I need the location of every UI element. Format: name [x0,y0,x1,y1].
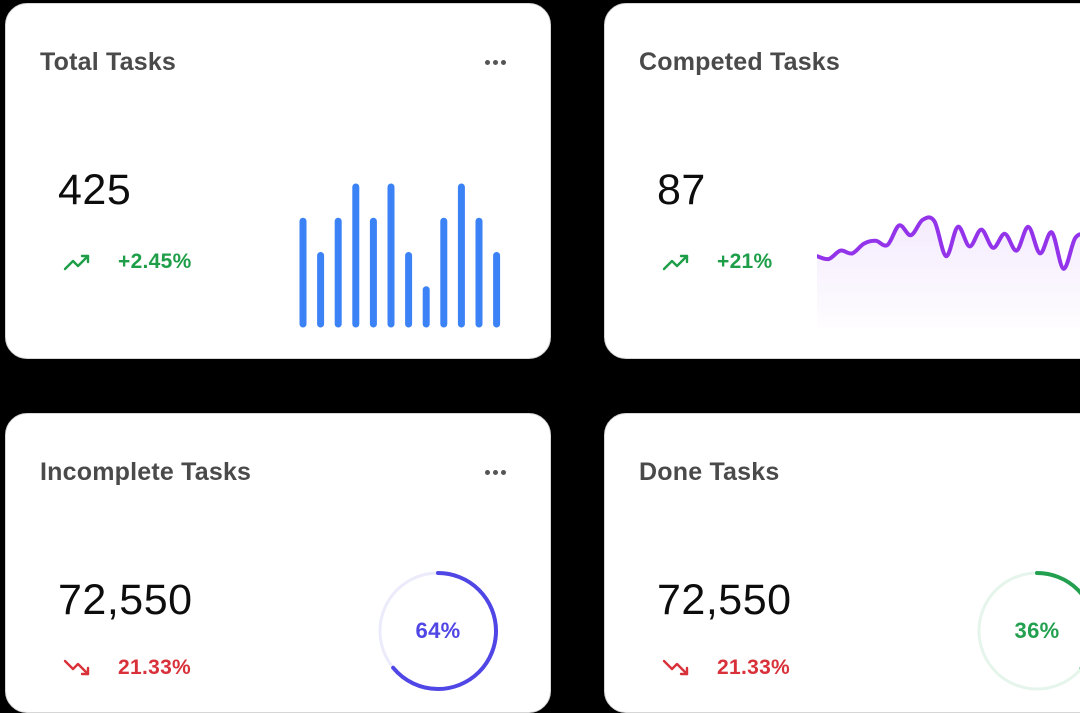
done-tasks-card: Done Tasks 72,550 21.33% 36% [604,413,1080,713]
total-tasks-card: Total Tasks 425 +2.45% [5,3,551,359]
total-tasks-value: 425 [58,166,132,214]
change-percent: +2.45% [118,250,192,273]
completed-tasks-line-chart [817,215,1080,329]
trending-up-icon [662,254,689,271]
change-percent: 21.33% [717,656,791,679]
card-title: Competed Tasks [639,48,841,76]
more-horizontal-icon-dot [500,59,506,65]
more-horizontal-icon-dot [492,59,498,65]
progress-ring: 64% [376,569,500,693]
card-title: Done Tasks [639,458,780,486]
line-area [817,217,1080,329]
more-horizontal-icon [484,59,490,65]
done-tasks-value: 72,550 [657,576,792,624]
completed-tasks-value: 87 [657,166,706,214]
trending-down-icon [662,659,689,676]
trend-indicator: +21% [661,250,773,274]
trend-indicator: +2.45% [62,250,192,274]
incomplete-tasks-value: 72,550 [58,576,193,624]
more-options-button[interactable] [480,458,510,486]
card-title: Total Tasks [40,48,177,76]
change-percent: +21% [717,250,773,273]
incomplete-tasks-card: Incomplete Tasks 72,550 21.33% 64% [5,413,551,713]
more-horizontal-icon-dot [500,469,506,475]
more-options-button[interactable] [480,48,510,76]
trend-indicator: 21.33% [661,656,790,680]
change-percent: 21.33% [118,656,192,679]
trending-up-icon [63,254,90,271]
trend-indicator: 21.33% [62,656,191,680]
completed-tasks-card: Competed Tasks 87 +21% [604,3,1080,359]
trending-down-icon [63,659,90,676]
more-horizontal-icon [484,469,490,475]
card-title: Incomplete Tasks [40,458,252,486]
progress-percent: 36% [1014,618,1060,643]
progress-percent: 64% [415,618,461,643]
series-line [817,215,1080,271]
more-horizontal-icon-dot [492,469,498,475]
progress-ring: 36% [975,569,1080,693]
tasks-bar-chart [299,183,501,328]
